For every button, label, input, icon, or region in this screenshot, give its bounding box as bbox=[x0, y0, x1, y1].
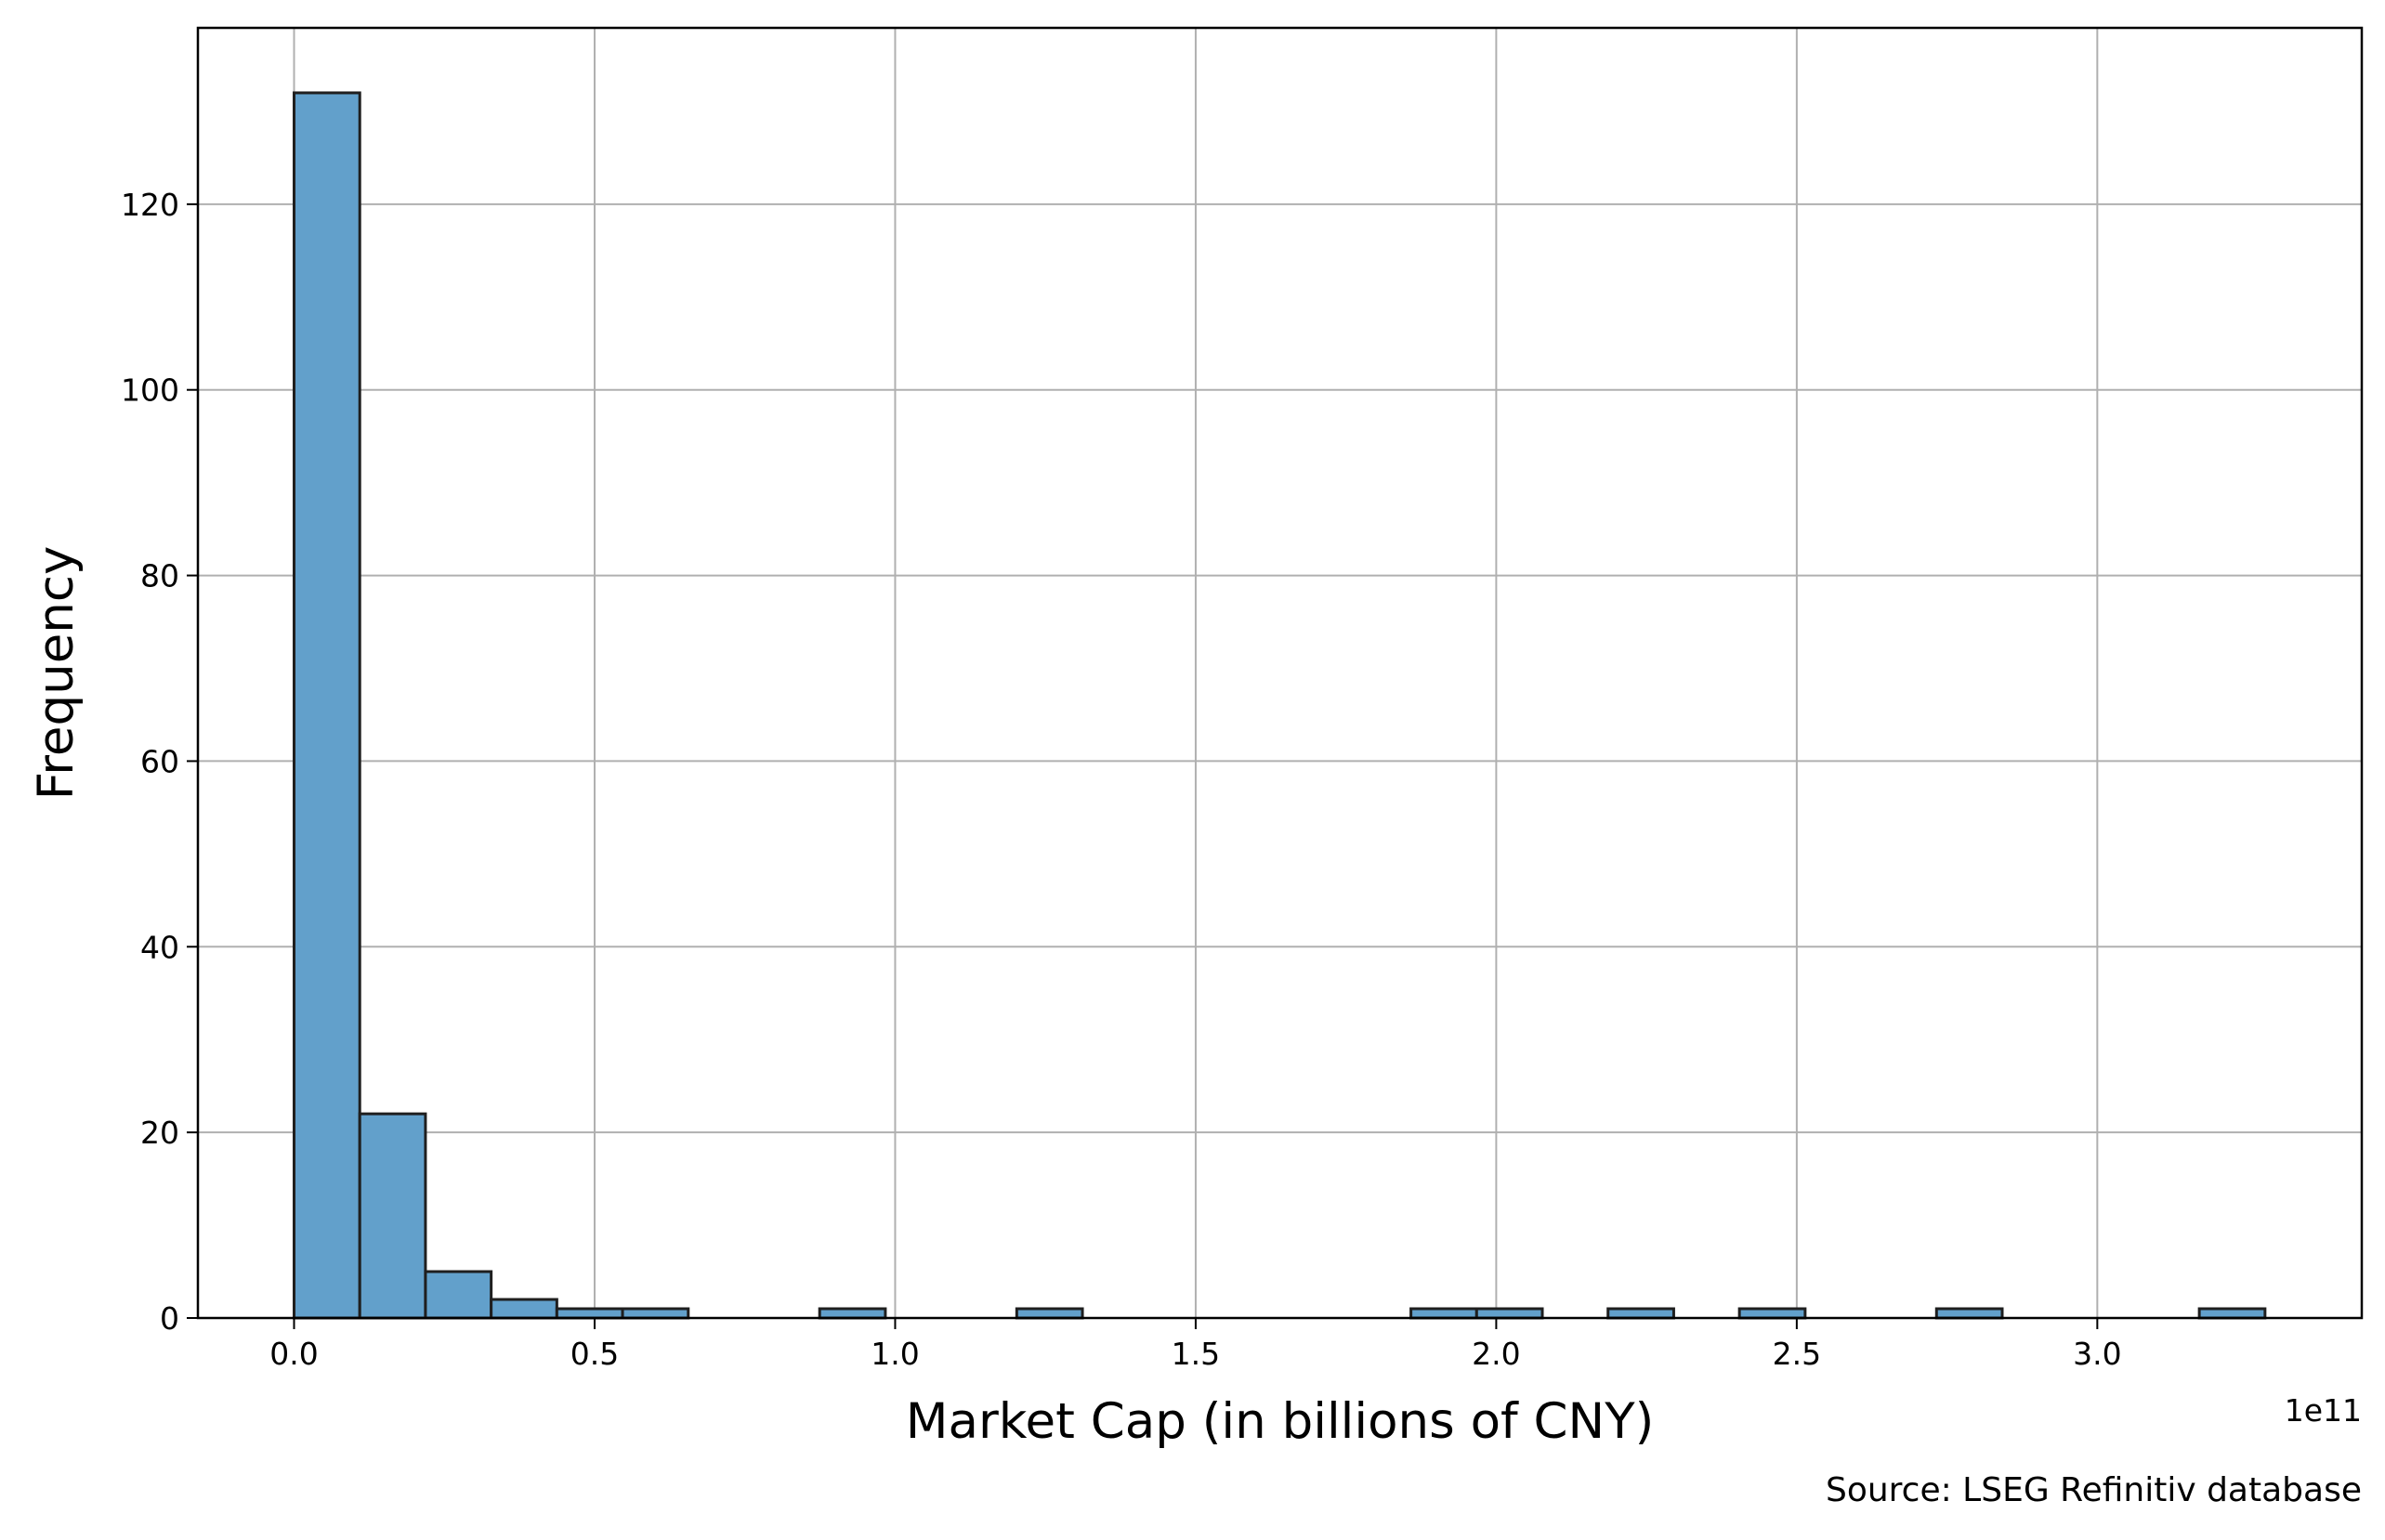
histogram-bar-1 bbox=[358, 1112, 427, 1320]
y-axis-ticks: 0 20 40 60 80 100 120 bbox=[121, 187, 198, 1337]
y-tick-label-5: 100 bbox=[121, 372, 179, 409]
x-tick-label-2: 1.0 bbox=[871, 1336, 919, 1372]
x-tick-label-4: 2.0 bbox=[1472, 1336, 1520, 1372]
x-axis-offset-label: 1e11 bbox=[2285, 1392, 2362, 1429]
histogram-bar-22 bbox=[1737, 1307, 1807, 1320]
y-tick-label-1: 20 bbox=[140, 1115, 179, 1151]
x-tick-label-6: 3.0 bbox=[2073, 1336, 2121, 1372]
histogram-bars bbox=[293, 91, 2267, 1320]
plot-frame bbox=[196, 26, 2364, 1320]
histogram-bar-11 bbox=[1015, 1307, 1084, 1320]
source-note: Source: LSEG Refinitiv database bbox=[1826, 1471, 2362, 1509]
y-axis-label: Frequency bbox=[28, 546, 85, 801]
x-tick-label-3: 1.5 bbox=[1172, 1336, 1220, 1372]
x-axis-label: Market Cap (in billions of CNY) bbox=[906, 1393, 1655, 1450]
y-tick-label-2: 40 bbox=[140, 929, 179, 965]
histogram-bar-17 bbox=[1409, 1307, 1478, 1320]
histogram-bar-20 bbox=[1606, 1307, 1675, 1320]
histogram-bar-8 bbox=[818, 1307, 887, 1320]
histogram-bar-18 bbox=[1474, 1307, 1544, 1320]
histogram-bar-4 bbox=[555, 1307, 624, 1320]
x-tick-label-1: 0.5 bbox=[570, 1336, 619, 1372]
histogram-bar-2 bbox=[424, 1270, 493, 1320]
y-tick-label-3: 60 bbox=[140, 743, 179, 779]
x-tick-label-5: 2.5 bbox=[1773, 1336, 1821, 1372]
histogram-bar-5 bbox=[621, 1307, 690, 1320]
histogram-bar-29 bbox=[2197, 1307, 2267, 1320]
y-tick-label-4: 80 bbox=[140, 558, 179, 594]
histogram-bar-25 bbox=[1934, 1307, 2004, 1320]
y-tick-label-6: 120 bbox=[121, 187, 179, 223]
histogram-bar-0 bbox=[293, 91, 361, 1320]
y-tick-label-0: 0 bbox=[160, 1300, 179, 1337]
x-tick-label-0: 0.0 bbox=[269, 1336, 318, 1372]
histogram-bar-3 bbox=[490, 1298, 558, 1320]
x-axis-ticks: 0.0 0.5 1.0 1.5 2.0 2.5 3.0 bbox=[269, 1318, 2122, 1372]
